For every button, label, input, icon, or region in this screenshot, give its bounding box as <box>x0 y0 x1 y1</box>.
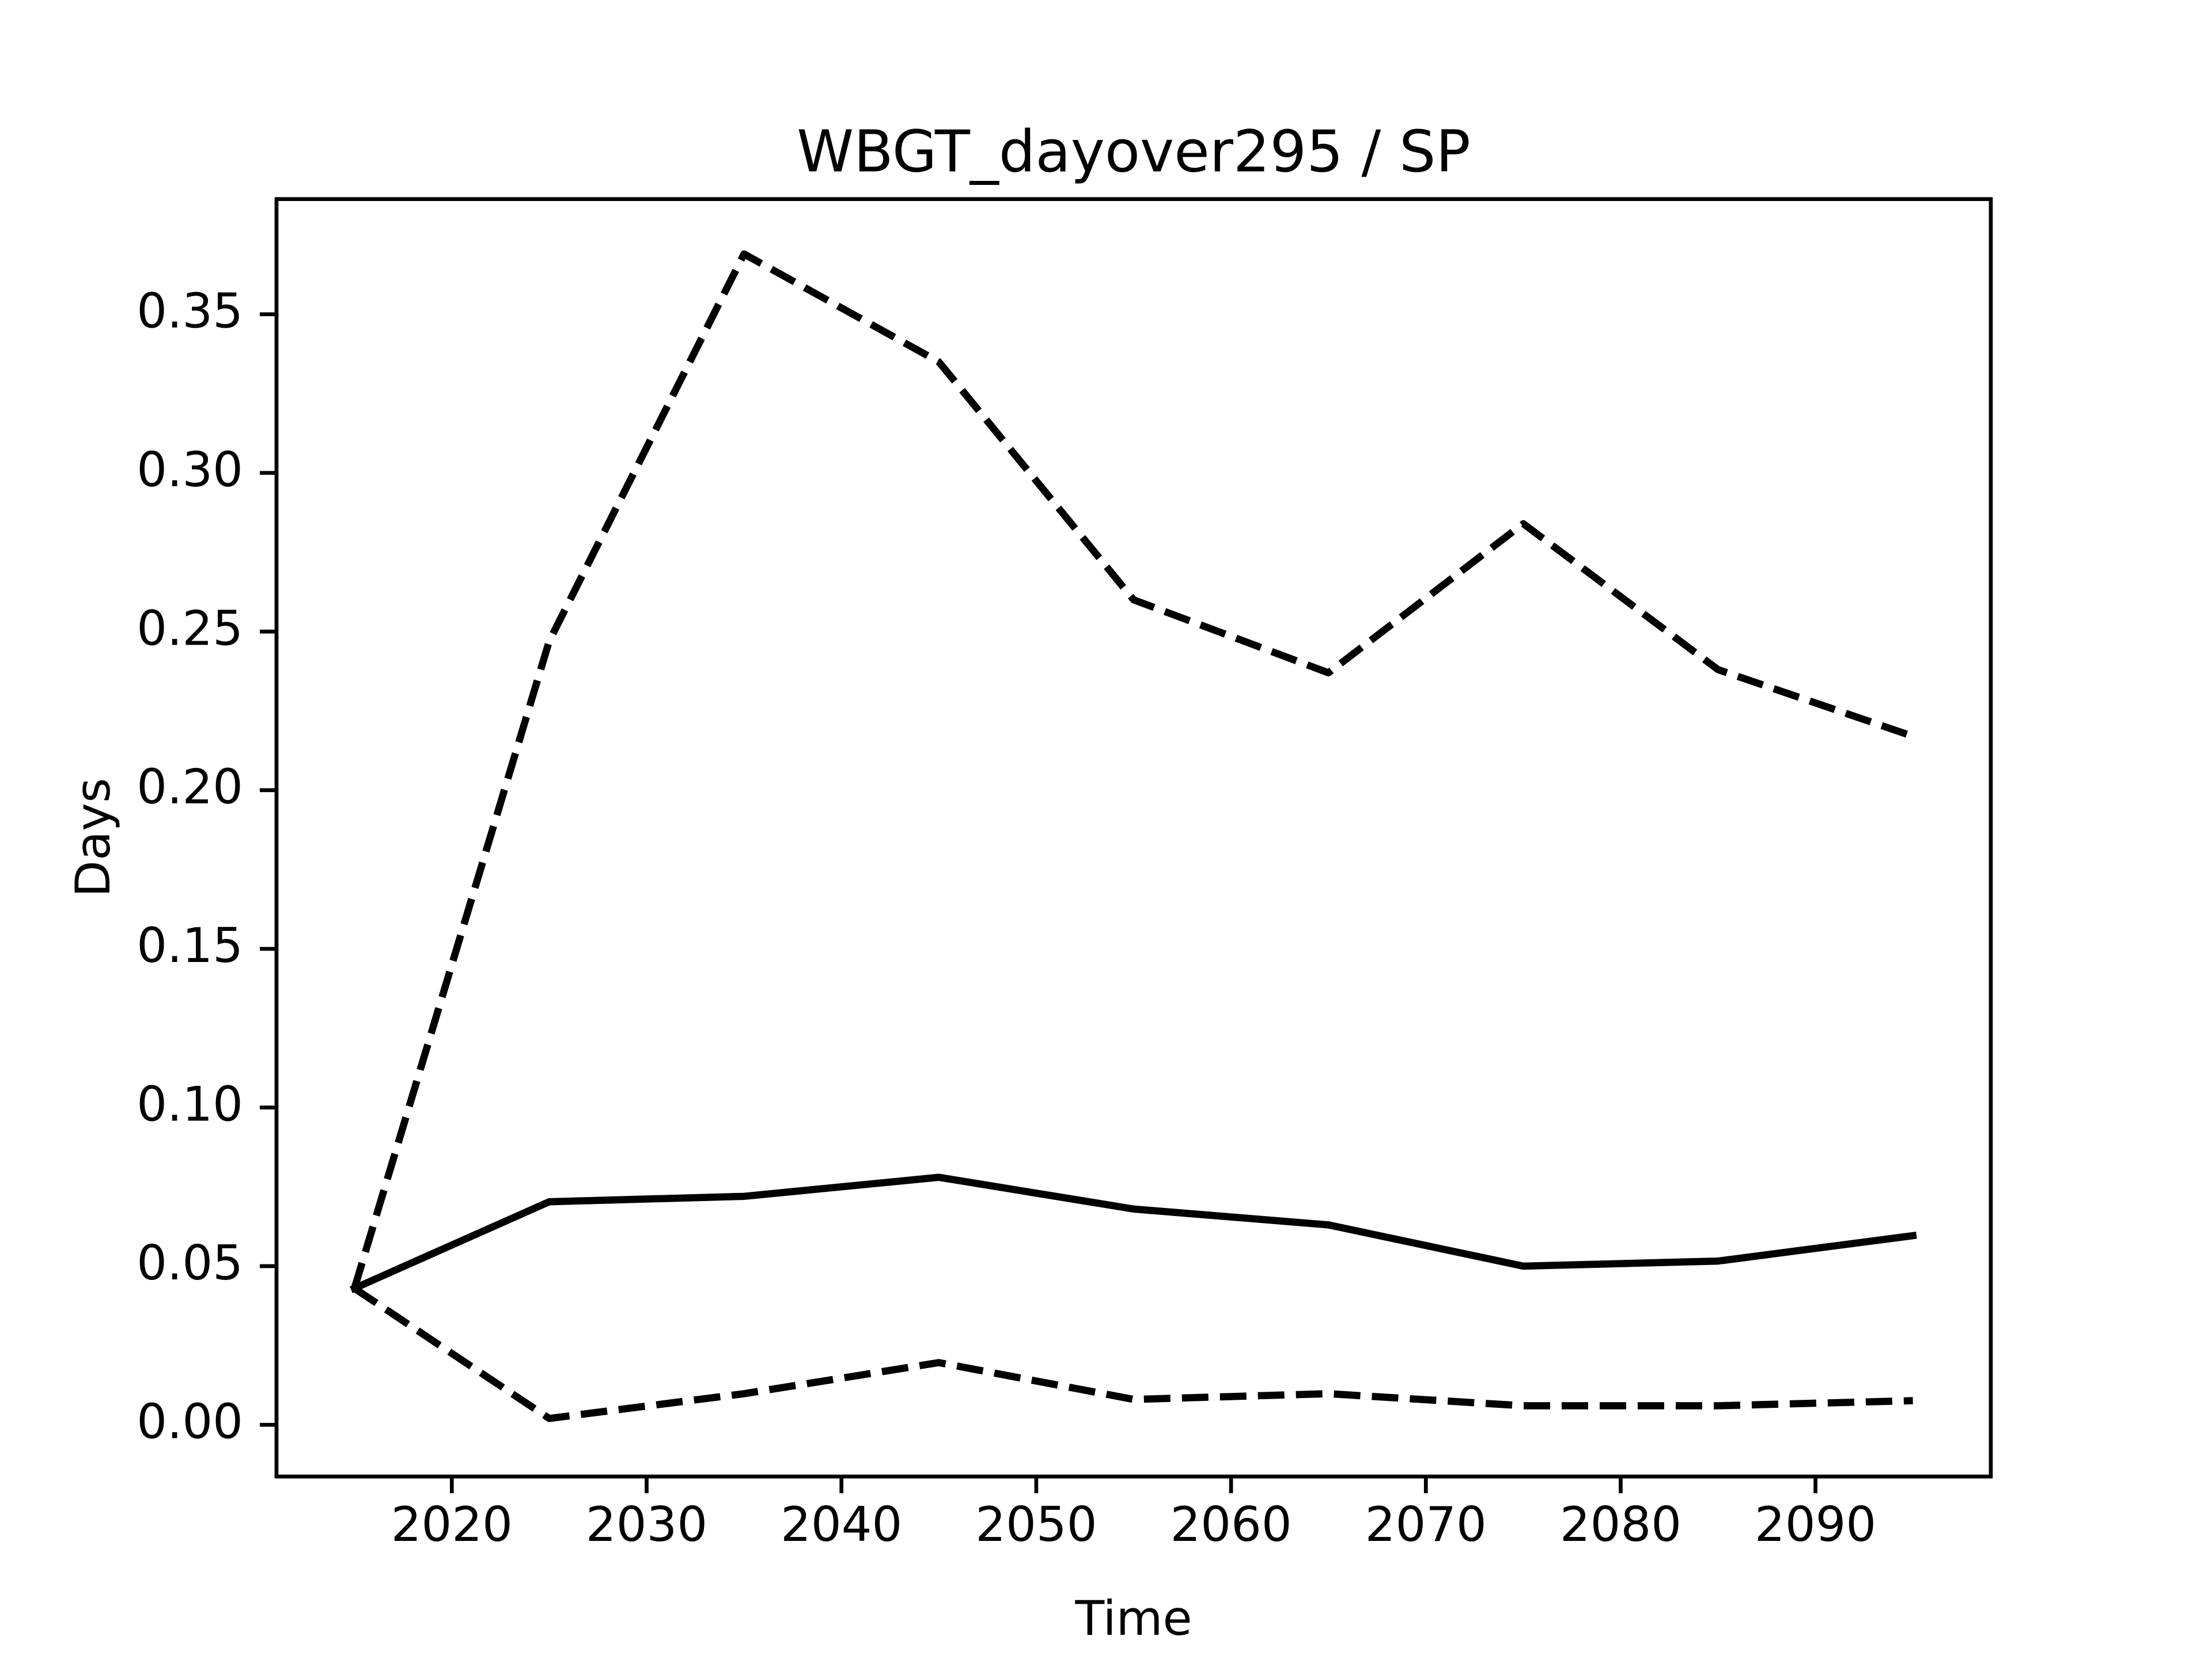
x-tick-label: 2040 <box>781 1497 902 1552</box>
y-tick-label: 0.35 <box>137 283 243 339</box>
x-tick-label: 2050 <box>975 1497 1097 1552</box>
data-line <box>350 1173 1917 1293</box>
y-axis-label: Days <box>65 778 121 897</box>
y-tick-label: 0.20 <box>137 759 243 815</box>
x-tick-label: 2030 <box>586 1497 707 1552</box>
chart-title: WBGT_dayover295 / SP <box>797 118 1471 185</box>
y-tick-label: 0.25 <box>137 600 243 656</box>
x-tick-label: 2080 <box>1560 1497 1681 1552</box>
y-tick-label: 0.30 <box>137 442 243 498</box>
y-tick-label: 0.15 <box>137 918 243 974</box>
axes-frame <box>274 197 1993 1479</box>
y-tick-label: 0.00 <box>137 1393 243 1449</box>
x-tick-label: 2020 <box>391 1497 513 1552</box>
x-tick-label: 2070 <box>1365 1497 1487 1552</box>
data-line <box>352 1285 1913 1422</box>
x-tick-label: 2090 <box>1755 1497 1876 1552</box>
x-tick-label: 2060 <box>1170 1497 1291 1552</box>
x-axis-label: Time <box>1074 1590 1192 1646</box>
y-tick-label: 0.10 <box>137 1077 243 1132</box>
y-tick-label: 0.05 <box>137 1235 243 1291</box>
data-line <box>351 250 1914 1290</box>
